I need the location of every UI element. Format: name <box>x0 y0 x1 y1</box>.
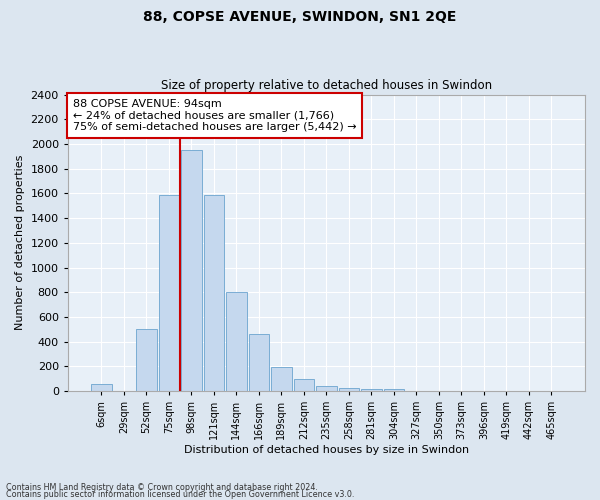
Y-axis label: Number of detached properties: Number of detached properties <box>15 155 25 330</box>
Bar <box>294 380 314 391</box>
Bar <box>271 367 292 391</box>
Bar <box>339 388 359 391</box>
Bar <box>181 150 202 391</box>
Bar <box>226 292 247 391</box>
Title: Size of property relative to detached houses in Swindon: Size of property relative to detached ho… <box>161 79 492 92</box>
Bar <box>91 384 112 391</box>
Bar <box>361 388 382 391</box>
Text: 88, COPSE AVENUE, SWINDON, SN1 2QE: 88, COPSE AVENUE, SWINDON, SN1 2QE <box>143 10 457 24</box>
Bar <box>384 389 404 391</box>
Bar <box>249 334 269 391</box>
Bar <box>159 194 179 391</box>
X-axis label: Distribution of detached houses by size in Swindon: Distribution of detached houses by size … <box>184 445 469 455</box>
Bar <box>204 194 224 391</box>
Text: 88 COPSE AVENUE: 94sqm
← 24% of detached houses are smaller (1,766)
75% of semi-: 88 COPSE AVENUE: 94sqm ← 24% of detached… <box>73 99 356 132</box>
Text: Contains HM Land Registry data © Crown copyright and database right 2024.: Contains HM Land Registry data © Crown c… <box>6 484 318 492</box>
Text: Contains public sector information licensed under the Open Government Licence v3: Contains public sector information licen… <box>6 490 355 499</box>
Bar <box>136 330 157 391</box>
Bar <box>316 386 337 391</box>
